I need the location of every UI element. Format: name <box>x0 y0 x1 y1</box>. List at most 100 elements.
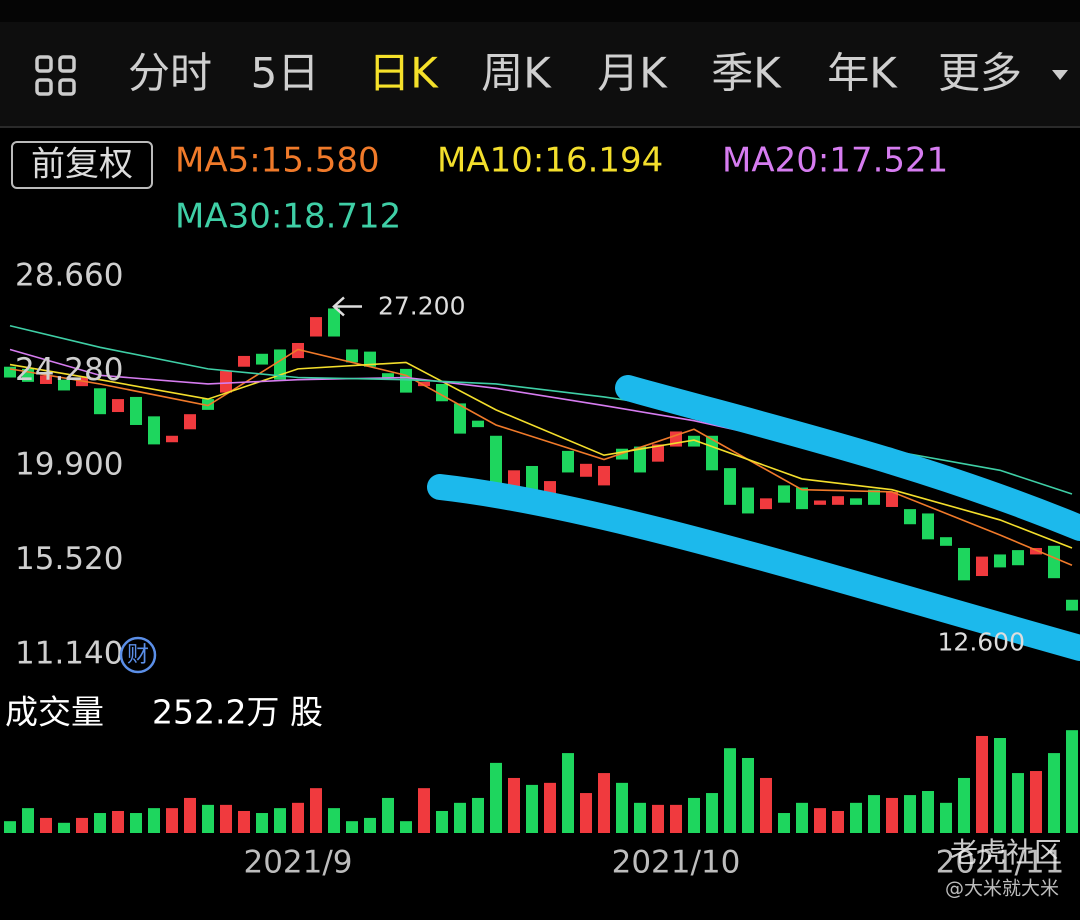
candle-body <box>364 351 376 367</box>
watermark-brand: 老虎社区 <box>950 836 1062 869</box>
volume-bar <box>760 777 772 833</box>
max-label: 27.200 <box>378 291 465 320</box>
volume-bar <box>256 813 268 833</box>
candle-body <box>886 491 898 507</box>
volume-bar <box>796 802 808 833</box>
adjust-button-frame[interactable] <box>11 141 153 189</box>
volume-bar <box>616 782 628 833</box>
volume-bar <box>976 735 988 833</box>
ma-line <box>9 361 1073 549</box>
candle-body <box>508 470 520 488</box>
volume-bar <box>580 793 592 833</box>
candle-body <box>1012 550 1024 566</box>
candle-body <box>40 375 52 384</box>
volume-bar <box>400 821 412 833</box>
volume-bar <box>454 802 466 833</box>
volume-bar <box>292 802 304 833</box>
volume-bar <box>544 782 556 833</box>
toolbar-tab[interactable]: 分时 <box>128 49 212 98</box>
toolbar-tab[interactable]: 月K <box>597 49 668 98</box>
candle-body <box>274 349 286 380</box>
volume-bar <box>886 797 898 833</box>
volume-bar <box>382 797 394 833</box>
candle-body <box>202 399 214 410</box>
volume-bar <box>562 753 574 833</box>
x-tick-label: 2021/11 <box>936 845 1065 881</box>
finance-badge-text[interactable]: 财 <box>127 643 149 668</box>
toolbar-tab[interactable]: 季K <box>711 49 782 98</box>
candle-body <box>868 489 880 505</box>
volume-bar <box>166 808 178 833</box>
volume-bar <box>742 757 754 833</box>
candle-body <box>418 381 430 387</box>
volume-current: 252.2万 股 <box>152 693 323 732</box>
volume-bar <box>670 804 682 833</box>
candle-body <box>94 388 106 415</box>
volume-bar <box>940 802 952 833</box>
volume-bar <box>94 813 106 833</box>
candle-body <box>238 355 250 367</box>
candle-body <box>310 317 322 337</box>
volume-bar <box>994 738 1006 833</box>
overlay: 28.660 24.280 19.900 15.520 11.140 27.200 12.6… <box>5 257 1064 880</box>
candle-body <box>1066 599 1078 611</box>
candle-body <box>58 379 70 391</box>
candle-body <box>4 366 16 378</box>
ma-legend: MA30:18.712 <box>175 197 401 237</box>
volume-bar <box>868 795 880 833</box>
candle-body <box>184 414 196 430</box>
volume-bar <box>436 810 448 833</box>
candle-body <box>148 416 160 445</box>
volume-bar <box>778 813 790 833</box>
volume-bar <box>346 821 358 833</box>
volume-bar <box>814 808 826 833</box>
toolbar-tab[interactable]: 年K <box>827 49 898 98</box>
candle-body <box>1048 545 1060 579</box>
y-tick-label: 19.900 <box>15 446 123 482</box>
candle-body <box>634 446 646 473</box>
candle-body <box>1030 547 1042 555</box>
x-tick-label: 2021/9 <box>243 845 352 881</box>
ma-legend: MA10:16.194 <box>437 141 663 181</box>
candle-body <box>400 368 412 393</box>
candle-body <box>922 513 934 540</box>
dropdown-arrow[interactable] <box>1052 70 1068 80</box>
candle-body <box>742 487 754 514</box>
volume-bar <box>274 808 286 833</box>
volume-bar <box>76 817 88 833</box>
candle-body <box>472 420 484 428</box>
volume-title: 成交量 <box>5 693 104 732</box>
y-tick-label: 11.140 <box>15 636 123 672</box>
candle-body <box>796 487 808 510</box>
candle-body <box>292 342 304 359</box>
candle-body <box>346 349 358 363</box>
candle-body <box>130 396 142 425</box>
volume-bar <box>418 788 430 833</box>
candle-body <box>652 444 664 462</box>
volume-bar <box>1012 773 1024 833</box>
grid-icon[interactable] <box>35 55 76 96</box>
volume-bar <box>130 813 142 833</box>
volume-bar <box>364 817 376 833</box>
toolbar-tab[interactable]: 日K <box>368 49 439 98</box>
volume-bar <box>508 777 520 833</box>
toolbar-tab[interactable]: 5日 <box>251 49 320 98</box>
x-tick-label: 2021/10 <box>612 845 741 881</box>
volume-bar <box>526 784 538 833</box>
volume-bar <box>148 808 160 833</box>
toolbar-tab[interactable]: 周K <box>481 49 552 98</box>
volume-bar <box>958 777 970 833</box>
finance-badge[interactable] <box>119 636 157 674</box>
candle-body <box>454 403 466 434</box>
candle-body <box>778 485 790 503</box>
candle-body <box>904 509 916 525</box>
volume-bar <box>472 797 484 833</box>
candle-body <box>166 435 178 443</box>
candle-body <box>994 554 1006 568</box>
toolbar-tab[interactable]: 更多 <box>938 49 1022 98</box>
watermark-user: @大米就大米 <box>945 878 1059 900</box>
candle-body <box>490 435 502 488</box>
adjust-button[interactable]: 前复权 <box>31 145 133 185</box>
